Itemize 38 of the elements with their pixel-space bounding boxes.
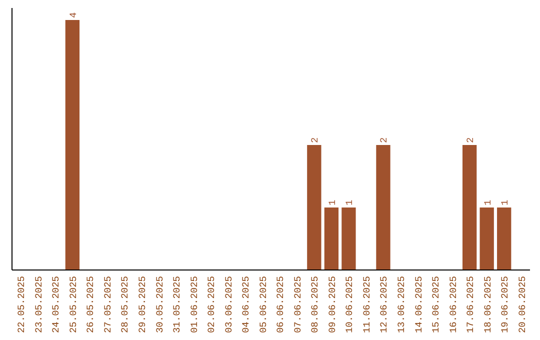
x-tick-label: 27.05.2025 xyxy=(102,276,114,334)
data-label: 1 xyxy=(500,200,511,206)
data-label: 2 xyxy=(465,137,476,143)
x-tick-label: 11.06.2025 xyxy=(361,276,372,334)
x-tick-label: 04.06.2025 xyxy=(240,276,252,334)
x-tick-label: 15.06.2025 xyxy=(430,276,442,334)
data-label: 1 xyxy=(344,200,356,206)
x-tick-label: 26.05.2025 xyxy=(85,276,96,334)
data-label: 2 xyxy=(310,137,321,143)
x-tick-label: 20.06.2025 xyxy=(516,276,528,334)
x-tick-label: 02.06.2025 xyxy=(206,276,218,334)
x-tick-label: 28.05.2025 xyxy=(120,276,131,334)
x-tick-label: 19.06.2025 xyxy=(500,276,511,334)
x-tick-label: 06.06.2025 xyxy=(275,276,286,334)
data-label: 4 xyxy=(68,12,79,18)
x-tick-label: 12.06.2025 xyxy=(378,276,390,334)
x-tick-label: 13.06.2025 xyxy=(396,276,407,334)
x-tick-label: 08.06.2025 xyxy=(310,276,321,334)
x-tick-label: 30.05.2025 xyxy=(154,276,166,334)
data-label: 2 xyxy=(378,137,390,143)
x-tick-label: 14.06.2025 xyxy=(413,276,424,334)
x-tick-label: 22.05.2025 xyxy=(16,276,28,334)
x-tick-label: 03.06.2025 xyxy=(223,276,234,334)
data-label: 1 xyxy=(482,200,494,206)
x-tick-label: 23.05.2025 xyxy=(33,276,44,334)
x-tick-label: 10.06.2025 xyxy=(344,276,356,334)
x-tick-label: 18.06.2025 xyxy=(482,276,494,334)
x-tick-label: 25.05.2025 xyxy=(68,276,79,334)
x-tick-label: 29.05.2025 xyxy=(137,276,148,334)
x-tick-label: 07.06.2025 xyxy=(292,276,304,334)
x-tick-label: 16.06.2025 xyxy=(448,276,459,334)
x-tick-label: 09.06.2025 xyxy=(326,276,338,334)
data-label: 1 xyxy=(326,200,338,206)
x-tick-label: 05.06.2025 xyxy=(258,276,269,334)
x-tick-label: 17.06.2025 xyxy=(465,276,476,334)
x-tick-label: 31.05.2025 xyxy=(172,276,183,334)
x-tick-label: 01.06.2025 xyxy=(188,276,200,334)
x-tick-label: 24.05.2025 xyxy=(50,276,62,334)
